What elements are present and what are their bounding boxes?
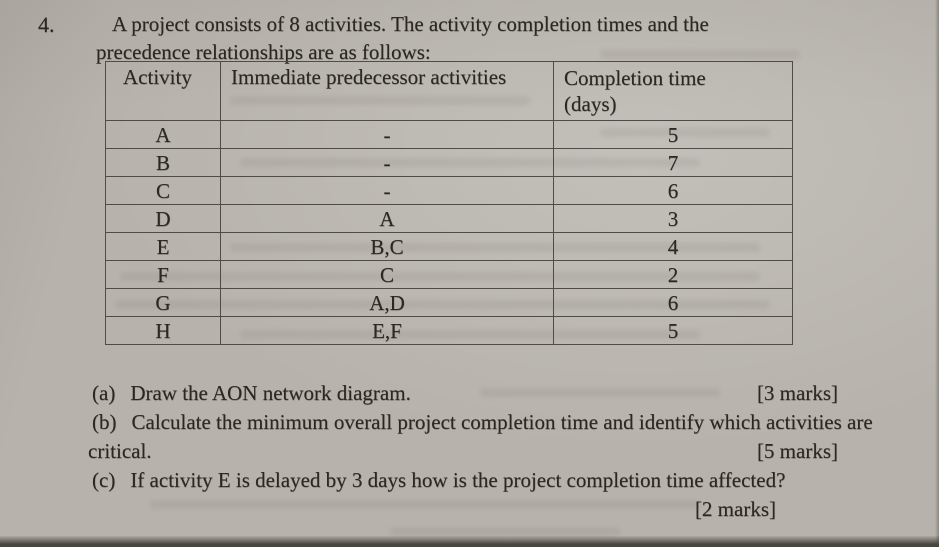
time-cell: 6: [553, 176, 793, 205]
header-completion-time: Completion time (days): [553, 61, 793, 121]
page-bottom-edge: [0, 536, 939, 547]
predecessor-cell: E,F: [220, 316, 554, 345]
table-row: F C 2: [105, 260, 793, 289]
sub-questions: [3 marks] (a) Draw the AON network diagra…: [88, 379, 900, 524]
time-cell: 7: [553, 148, 793, 177]
table-header-row: Activity Immediate predecessor activitie…: [105, 61, 793, 121]
activity-cell: A: [105, 120, 221, 149]
predecessor-cell: -: [220, 148, 554, 177]
header-activity: Activity: [105, 61, 221, 121]
time-cell: 3: [553, 204, 793, 233]
question-a: [3 marks] (a) Draw the AON network diagra…: [88, 379, 900, 408]
time-cell: 5: [553, 316, 793, 345]
bleed-through-smudge: [390, 527, 620, 536]
bleed-through-smudge: [600, 50, 800, 59]
question-number: 4.: [38, 12, 55, 37]
table-row: D A 3: [105, 204, 793, 233]
time-cell: 5: [553, 120, 793, 149]
predecessor-cell: C: [220, 260, 554, 289]
predecessor-cell: -: [220, 176, 554, 205]
question-a-text: Draw the AON network diagram.: [130, 381, 411, 405]
question-c-marks: [2 marks]: [694, 497, 776, 521]
activity-cell: B: [105, 148, 221, 177]
predecessor-cell: A: [220, 204, 554, 233]
table-row: B - 7: [105, 148, 793, 177]
question-b-marks: [5 marks]: [756, 439, 838, 463]
intro-line-1: A project consists of 8 activities. The …: [112, 12, 709, 36]
time-cell: 6: [553, 288, 793, 317]
predecessor-cell: B,C: [220, 232, 554, 261]
question-c-label: (c): [92, 468, 116, 492]
header-predecessors: Immediate predecessor activities: [220, 61, 554, 121]
page-right-edge: [935, 0, 939, 547]
intro-line-2: precedence relationships are as follows:: [96, 40, 431, 64]
time-cell: 4: [553, 232, 793, 261]
activity-cell: H: [105, 316, 221, 345]
question-a-marks: [3 marks]: [756, 381, 838, 405]
predecessor-cell: A,D: [220, 288, 554, 317]
activity-cell: D: [105, 204, 221, 233]
table-row: H E,F 5: [105, 316, 793, 345]
activity-cell: E: [105, 232, 221, 261]
table-row: C - 6: [105, 176, 793, 205]
table-row: E B,C 4: [105, 232, 793, 261]
header-completion-time-label: Completion time (days): [564, 66, 706, 116]
time-cell: 2: [553, 260, 793, 289]
predecessor-cell: -: [220, 120, 554, 149]
activity-cell: C: [105, 176, 221, 205]
table-row: G A,D 6: [105, 288, 793, 317]
activities-table: Activity Immediate predecessor activitie…: [105, 61, 793, 345]
activity-cell: G: [105, 288, 221, 317]
question-b-text: Calculate the minimum overall project co…: [88, 410, 873, 463]
question-b: (b) Calculate the minimum overall project…: [88, 408, 900, 466]
question-b-label: (b): [92, 410, 117, 434]
question-c-text: If activity E is delayed by 3 days how i…: [130, 468, 786, 492]
table-row: A - 5: [105, 120, 793, 149]
question-c: (c) If activity E is delayed by 3 days ho…: [88, 466, 900, 524]
activity-cell: F: [105, 260, 221, 289]
question-a-label: (a): [92, 381, 116, 405]
